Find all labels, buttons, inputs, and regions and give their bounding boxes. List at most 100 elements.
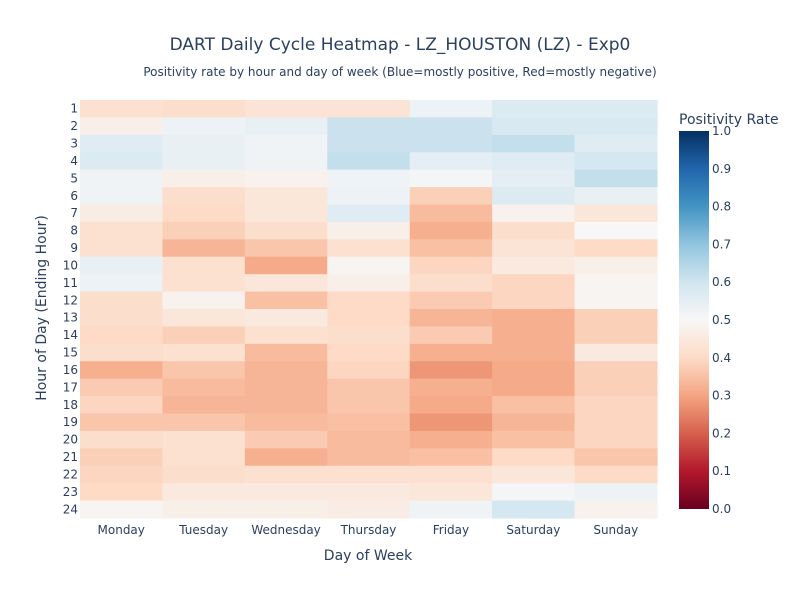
heatmap-cell — [244, 465, 328, 484]
heatmap-cell — [244, 239, 328, 258]
heatmap-cell — [409, 117, 493, 136]
heatmap-cell — [327, 204, 411, 223]
y-tick-label: 22 — [63, 467, 78, 481]
heatmap-cell — [574, 326, 658, 345]
heatmap-cell — [492, 448, 576, 467]
heatmap-cell — [80, 309, 164, 328]
y-tick-label: 5 — [70, 171, 78, 185]
heatmap-cell — [162, 500, 246, 519]
heatmap-cell — [162, 169, 246, 188]
heatmap-cell — [492, 430, 576, 449]
heatmap-cell — [327, 343, 411, 362]
heatmap-cell — [80, 117, 164, 136]
heatmap-cell — [244, 396, 328, 415]
heatmap-cell — [327, 169, 411, 188]
heatmap-cell — [327, 152, 411, 171]
heatmap-cell — [162, 430, 246, 449]
colorbar-tick-labels: 0.0 0.1 0.2 0.3 0.4 0.5 0.6 0.7 0.8 0.9 1.0 — [712, 124, 731, 516]
heatmap-cell — [492, 169, 576, 188]
heatmap-cell — [80, 100, 164, 119]
heatmap-cell — [162, 465, 246, 484]
heatmap-cell — [492, 256, 576, 275]
heatmap-cell — [80, 291, 164, 310]
heatmap-cell — [80, 221, 164, 240]
colorbar-tick-label: 0.5 — [712, 313, 731, 327]
heatmap-cell — [492, 274, 576, 293]
y-tick-label: 14 — [63, 328, 78, 342]
heatmap-cell — [162, 309, 246, 328]
heatmap-cell — [492, 361, 576, 380]
chart-title: DART Daily Cycle Heatmap - LZ_HOUSTON (L… — [170, 35, 631, 55]
heatmap-cell — [162, 134, 246, 153]
heatmap-cell — [80, 465, 164, 484]
colorbar-tick-label: 0.9 — [712, 162, 731, 176]
heatmap-cell — [492, 396, 576, 415]
heatmap-cell — [574, 448, 658, 467]
heatmap-cell — [162, 239, 246, 258]
heatmap-cell — [244, 274, 328, 293]
y-tick-label: 7 — [70, 206, 78, 220]
heatmap-cell — [80, 483, 164, 502]
heatmap-cell — [327, 117, 411, 136]
heatmap-cell — [409, 100, 493, 119]
heatmap-cell — [574, 465, 658, 484]
heatmap-cell — [574, 274, 658, 293]
heatmap-cell — [327, 483, 411, 502]
heatmap-cell — [492, 343, 576, 362]
colorbar — [679, 131, 709, 509]
heatmap-cell — [409, 256, 493, 275]
heatmap-cell — [327, 413, 411, 432]
heatmap-cell — [244, 152, 328, 171]
heatmap-cell — [409, 152, 493, 171]
heatmap-cell — [492, 204, 576, 223]
heatmap-cell — [574, 378, 658, 397]
colorbar-tick-label: 0.0 — [712, 502, 731, 516]
heatmap-cell — [327, 326, 411, 345]
heatmap-cell — [574, 169, 658, 188]
heatmap-cell — [574, 413, 658, 432]
heatmap-cell — [327, 239, 411, 258]
heatmap-cell — [574, 430, 658, 449]
heatmap-cell — [244, 326, 328, 345]
heatmap-cell — [409, 134, 493, 153]
heatmap-cell — [244, 378, 328, 397]
heatmap-cell — [574, 256, 658, 275]
heatmap-cell — [492, 465, 576, 484]
colorbar-tick-label: 1.0 — [712, 124, 731, 138]
heatmap-cell — [162, 483, 246, 502]
y-tick-label: 20 — [63, 433, 78, 447]
heatmap-cell — [327, 309, 411, 328]
x-tick-label: Friday — [433, 523, 469, 537]
heatmap-cell — [492, 500, 576, 519]
x-tick-label: Sunday — [593, 523, 638, 537]
heatmap-cell — [162, 361, 246, 380]
heatmap-cell — [80, 274, 164, 293]
heatmap-cell — [162, 187, 246, 206]
colorbar-tick-label: 0.2 — [712, 426, 731, 440]
heatmap-cell — [244, 430, 328, 449]
heatmap-cell — [162, 343, 246, 362]
heatmap-cell — [574, 309, 658, 328]
heatmap-cell — [162, 291, 246, 310]
heatmap-cells — [80, 100, 658, 519]
heatmap-cell — [327, 361, 411, 380]
heatmap-cell — [80, 134, 164, 153]
heatmap-cell — [80, 239, 164, 258]
heatmap-cell — [409, 169, 493, 188]
heatmap-cell — [80, 204, 164, 223]
heatmap-cell — [162, 256, 246, 275]
heatmap-cell — [574, 134, 658, 153]
heatmap-cell — [162, 117, 246, 136]
colorbar-tick-label: 0.7 — [712, 237, 731, 251]
heatmap-cell — [162, 378, 246, 397]
y-tick-label: 17 — [63, 380, 78, 394]
heatmap-cell — [409, 343, 493, 362]
colorbar-tick-label: 0.4 — [712, 351, 731, 365]
y-tick-label: 10 — [63, 258, 78, 272]
heatmap-cell — [80, 256, 164, 275]
heatmap-cell — [409, 204, 493, 223]
heatmap-cell — [574, 343, 658, 362]
heatmap-cell — [492, 413, 576, 432]
